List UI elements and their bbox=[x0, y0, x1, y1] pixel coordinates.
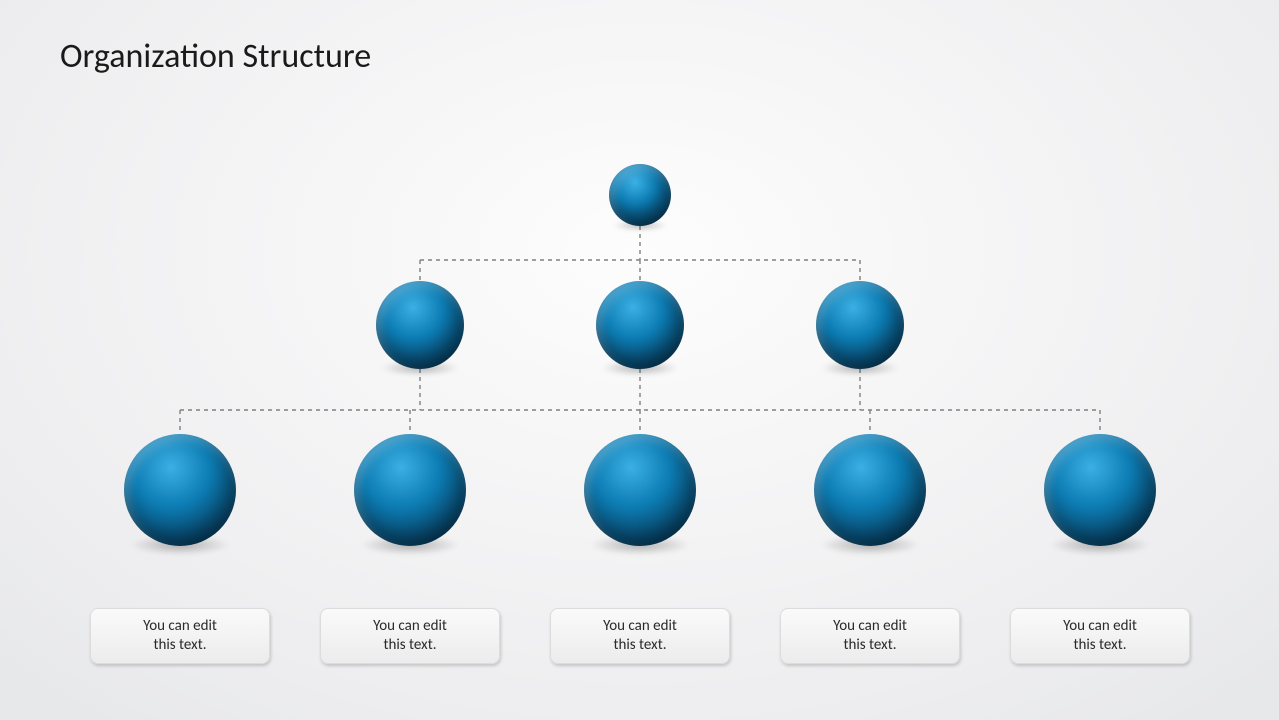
org-node-root bbox=[609, 164, 671, 226]
caption-line2: this text. bbox=[1063, 636, 1137, 655]
caption-line2: this text. bbox=[603, 636, 677, 655]
org-structure-diagram: Organization Structure You can editthis … bbox=[0, 0, 1279, 720]
caption-line1: You can edit bbox=[1063, 617, 1137, 636]
org-node-m1 bbox=[376, 281, 464, 369]
caption-line1: You can edit bbox=[833, 617, 907, 636]
org-node-b3 bbox=[584, 434, 696, 546]
slide-title: Organization Structure bbox=[60, 36, 371, 77]
caption-line2: this text. bbox=[143, 636, 217, 655]
caption-2[interactable]: You can editthis text. bbox=[320, 608, 500, 664]
org-node-b5 bbox=[1044, 434, 1156, 546]
caption-5[interactable]: You can editthis text. bbox=[1010, 608, 1190, 664]
caption-line2: this text. bbox=[373, 636, 447, 655]
caption-line1: You can edit bbox=[373, 617, 447, 636]
org-node-b4 bbox=[814, 434, 926, 546]
org-node-m2 bbox=[596, 281, 684, 369]
caption-line2: this text. bbox=[833, 636, 907, 655]
caption-1[interactable]: You can editthis text. bbox=[90, 608, 270, 664]
org-node-m3 bbox=[816, 281, 904, 369]
caption-line1: You can edit bbox=[143, 617, 217, 636]
org-node-b1 bbox=[124, 434, 236, 546]
caption-3[interactable]: You can editthis text. bbox=[550, 608, 730, 664]
caption-line1: You can edit bbox=[603, 617, 677, 636]
caption-4[interactable]: You can editthis text. bbox=[780, 608, 960, 664]
org-node-b2 bbox=[354, 434, 466, 546]
